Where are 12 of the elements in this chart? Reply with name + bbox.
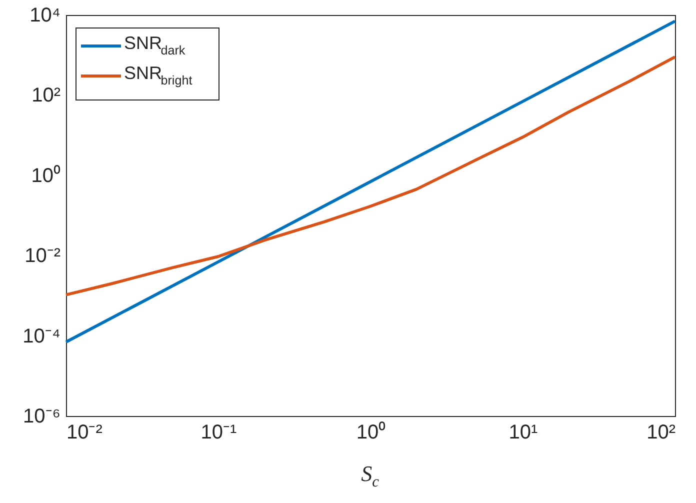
- y-tick-label: 10⁻⁶: [23, 406, 60, 428]
- y-tick-label: 10²: [32, 84, 61, 107]
- y-tick-label: 10⁴: [30, 4, 60, 26]
- line-series: [64, 20, 676, 344]
- x-tick-label: 10¹: [508, 422, 538, 444]
- x-tick-label: 10⁻¹: [200, 422, 238, 444]
- y-tick-label: 10⁻⁴: [22, 325, 60, 348]
- x-tick-label: 10⁰: [356, 420, 386, 444]
- x-tick-label: 10⁻²: [66, 422, 103, 444]
- x-tick-label: 10²: [646, 422, 676, 444]
- y-tick-label: 10⁻²: [24, 245, 61, 268]
- y-tick-label: 10⁰: [31, 164, 60, 187]
